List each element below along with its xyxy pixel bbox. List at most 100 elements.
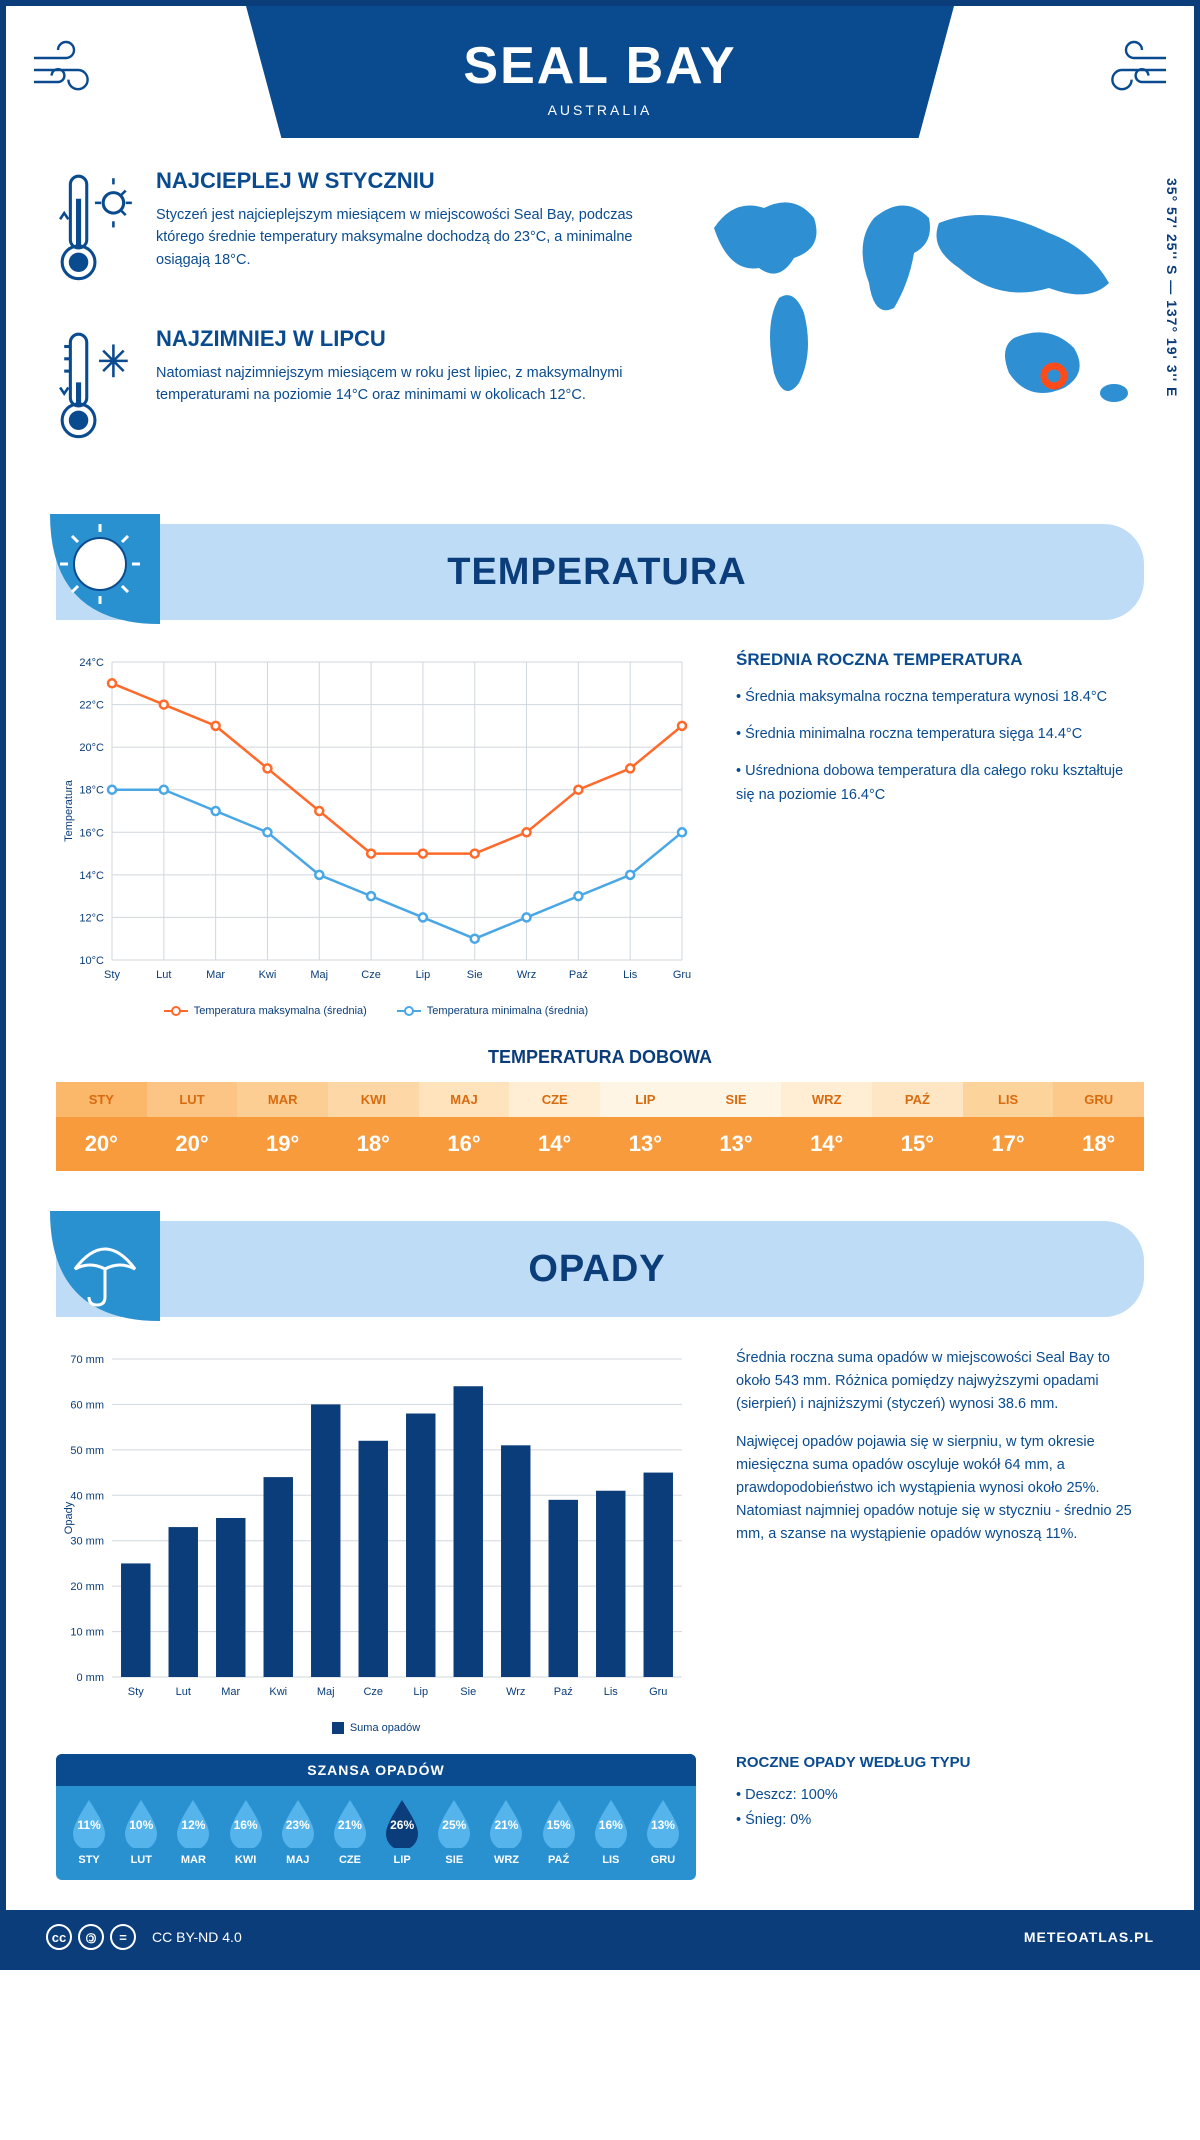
svg-text:22°C: 22°C bbox=[79, 700, 104, 712]
svg-text:Wrz: Wrz bbox=[506, 1686, 525, 1698]
svg-text:Lis: Lis bbox=[623, 969, 638, 981]
chance-drop: 21% CZE bbox=[325, 1796, 375, 1866]
temp-table-cell: PAŹ 15° bbox=[872, 1082, 963, 1171]
page-header: SEAL BAY AUSTRALIA bbox=[246, 6, 954, 138]
svg-text:Sie: Sie bbox=[467, 969, 483, 981]
section-title-temperature: TEMPERATURA bbox=[160, 551, 1144, 594]
precip-chance-title: SZANSA OPADÓW bbox=[56, 1754, 696, 1786]
chance-drop: 12% MAR bbox=[168, 1796, 218, 1866]
precip-type-item: • Śnieg: 0% bbox=[736, 1808, 970, 1833]
chance-drop: 10% LUT bbox=[116, 1796, 166, 1866]
precip-chance-box: SZANSA OPADÓW 11% STY 10% LUT 12% MAR 16… bbox=[56, 1754, 696, 1880]
svg-text:12°C: 12°C bbox=[79, 912, 104, 924]
svg-text:20°C: 20°C bbox=[79, 742, 104, 754]
svg-text:10 mm: 10 mm bbox=[70, 1627, 104, 1639]
wind-icon-right bbox=[1074, 6, 1194, 126]
license-icons: cc🄯= CC BY-ND 4.0 bbox=[46, 1924, 242, 1950]
section-title-precip: OPADY bbox=[160, 1248, 1144, 1291]
svg-text:18°C: 18°C bbox=[79, 785, 104, 797]
temp-table-cell: KWI 18° bbox=[328, 1082, 419, 1171]
page-footer: cc🄯= CC BY-ND 4.0 METEOATLAS.PL bbox=[6, 1910, 1194, 1964]
svg-text:Kwi: Kwi bbox=[259, 969, 277, 981]
temp-table-cell: WRZ 14° bbox=[781, 1082, 872, 1171]
svg-text:20 mm: 20 mm bbox=[70, 1581, 104, 1593]
temp-table-cell: CZE 14° bbox=[509, 1082, 600, 1171]
temp-table-cell: STY 20° bbox=[56, 1082, 147, 1171]
temp-table-cell: MAR 19° bbox=[237, 1082, 328, 1171]
coldest-title: NAJZIMNIEJ W LIPCU bbox=[156, 326, 644, 352]
svg-text:Lip: Lip bbox=[413, 1686, 428, 1698]
annual-temp-item: • Uśredniona dobowa temperatura dla całe… bbox=[736, 760, 1144, 806]
location-title: SEAL BAY bbox=[266, 36, 934, 96]
section-banner-temperature: TEMPERATURA bbox=[56, 524, 1144, 620]
thermometer-sun-icon bbox=[56, 168, 138, 296]
section-banner-precip: OPADY bbox=[56, 1221, 1144, 1317]
wind-icon-left bbox=[6, 6, 126, 126]
svg-text:Paź: Paź bbox=[569, 969, 588, 981]
chance-drop: 21% WRZ bbox=[481, 1796, 531, 1866]
coldest-text: Natomiast najzimniejszym miesiącem w rok… bbox=[156, 362, 644, 407]
temperature-line-chart: 10°C 12°C 14°C 16°C 18°C 20°C 22°C 24°C Sty Lut Ma… bbox=[56, 650, 696, 990]
annual-temp-title: ŚREDNIA ROCZNA TEMPERATURA bbox=[736, 650, 1144, 670]
chance-drop: 25% SIE bbox=[429, 1796, 479, 1866]
svg-text:40 mm: 40 mm bbox=[70, 1490, 104, 1502]
chance-drop: 11% STY bbox=[64, 1796, 114, 1866]
svg-text:Temperatura: Temperatura bbox=[63, 779, 75, 842]
umbrella-icon bbox=[50, 1211, 160, 1321]
svg-text:Sty: Sty bbox=[104, 969, 120, 981]
svg-text:Wrz: Wrz bbox=[517, 969, 536, 981]
daily-temp-table: STY 20° LUT 20° MAR 19° KWI 18° MAJ 16° … bbox=[56, 1082, 1144, 1171]
daily-temp-title: TEMPERATURA DOBOWA bbox=[56, 1047, 1144, 1068]
temp-table-cell: LUT 20° bbox=[147, 1082, 238, 1171]
svg-text:16°C: 16°C bbox=[79, 827, 104, 839]
svg-text:70 mm: 70 mm bbox=[70, 1354, 104, 1366]
temp-table-cell: SIE 13° bbox=[691, 1082, 782, 1171]
svg-text:10°C: 10°C bbox=[79, 955, 104, 967]
svg-text:Gru: Gru bbox=[673, 969, 691, 981]
warmest-title: NAJCIEPLEJ W STYCZNIU bbox=[156, 168, 644, 194]
svg-text:30 mm: 30 mm bbox=[70, 1536, 104, 1548]
svg-text:0 mm: 0 mm bbox=[77, 1672, 105, 1684]
chance-drop: 13% GRU bbox=[638, 1796, 688, 1866]
precip-type-title: ROCZNE OPADY WEDŁUG TYPU bbox=[736, 1754, 970, 1771]
svg-text:Kwi: Kwi bbox=[269, 1686, 287, 1698]
world-map bbox=[684, 168, 1144, 428]
svg-text:Mar: Mar bbox=[206, 969, 225, 981]
svg-text:14°C: 14°C bbox=[79, 870, 104, 882]
temp-table-cell: LIS 17° bbox=[963, 1082, 1054, 1171]
coordinates: 35° 57' 25'' S — 137° 19' 3'' E bbox=[1164, 178, 1180, 397]
temp-chart-legend: Temperatura maksymalna (średnia) Tempera… bbox=[56, 1005, 696, 1017]
svg-text:Lut: Lut bbox=[156, 969, 171, 981]
precip-type-item: • Deszcz: 100% bbox=[736, 1783, 970, 1808]
svg-text:24°C: 24°C bbox=[79, 657, 104, 669]
svg-text:Opady: Opady bbox=[63, 1501, 75, 1534]
sun-icon bbox=[50, 514, 160, 624]
coldest-block: NAJZIMNIEJ W LIPCU Natomiast najzimniejs… bbox=[56, 326, 644, 454]
annual-temp-item: • Średnia maksymalna roczna temperatura … bbox=[736, 686, 1144, 709]
precipitation-bar-chart: 0 mm 10 mm 20 mm 30 mm 40 mm 50 mm 60 mm 70 mm S… bbox=[56, 1347, 696, 1707]
chance-drop: 16% KWI bbox=[221, 1796, 271, 1866]
chance-drop: 16% LIS bbox=[586, 1796, 636, 1866]
svg-text:Lip: Lip bbox=[416, 969, 431, 981]
precip-chart-legend: Suma opadów bbox=[56, 1722, 696, 1734]
svg-text:Lut: Lut bbox=[176, 1686, 191, 1698]
temp-table-cell: MAJ 16° bbox=[419, 1082, 510, 1171]
location-country: AUSTRALIA bbox=[266, 102, 934, 118]
svg-text:Sty: Sty bbox=[128, 1686, 144, 1698]
svg-text:Paź: Paź bbox=[554, 1686, 573, 1698]
svg-text:Cze: Cze bbox=[363, 1686, 383, 1698]
warmest-text: Styczeń jest najcieplejszym miesiącem w … bbox=[156, 204, 644, 271]
annual-temp-item: • Średnia minimalna roczna temperatura s… bbox=[736, 723, 1144, 746]
precip-paragraph: Najwięcej opadów pojawia się w sierpniu,… bbox=[736, 1431, 1144, 1547]
svg-text:50 mm: 50 mm bbox=[70, 1445, 104, 1457]
svg-text:Sie: Sie bbox=[460, 1686, 476, 1698]
brand-name: METEOATLAS.PL bbox=[1024, 1929, 1154, 1945]
warmest-block: NAJCIEPLEJ W STYCZNIU Styczeń jest najci… bbox=[56, 168, 644, 296]
svg-text:60 mm: 60 mm bbox=[70, 1399, 104, 1411]
svg-text:Maj: Maj bbox=[310, 969, 328, 981]
chance-drop: 23% MAJ bbox=[273, 1796, 323, 1866]
chance-drop: 26% LIP bbox=[377, 1796, 427, 1866]
temp-table-cell: LIP 13° bbox=[600, 1082, 691, 1171]
thermometer-snow-icon bbox=[56, 326, 138, 454]
chance-drop: 15% PAŹ bbox=[534, 1796, 584, 1866]
